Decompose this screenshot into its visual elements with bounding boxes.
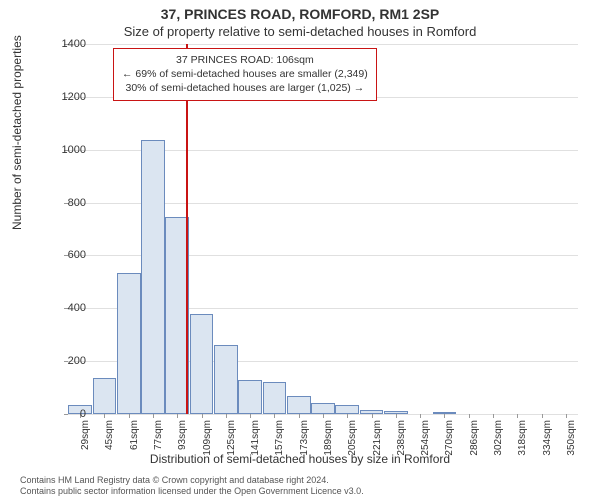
info-box: 37 PRINCES ROAD: 106sqm ← 69% of semi-de…: [113, 48, 377, 101]
info-line-1: 37 PRINCES ROAD: 106sqm: [122, 53, 368, 67]
chart-title: 37, PRINCES ROAD, ROMFORD, RM1 2SP: [0, 6, 600, 22]
histogram-bar: [190, 314, 214, 414]
x-tick-label: 77sqm: [153, 420, 164, 468]
histogram-bar: [287, 396, 311, 415]
y-tick-label: 600: [46, 249, 86, 261]
y-tick-label: 800: [46, 197, 86, 209]
x-tick-label: 157sqm: [274, 420, 285, 468]
footer-line-1: Contains HM Land Registry data © Crown c…: [20, 475, 580, 487]
x-tick-label: 221sqm: [372, 420, 383, 468]
histogram-bar: [335, 405, 359, 414]
x-tick-mark: [153, 414, 154, 418]
x-tick-label: 173sqm: [299, 420, 310, 468]
y-tick-label: 200: [46, 355, 86, 367]
y-tick-label: 1200: [46, 91, 86, 103]
x-tick-mark: [104, 414, 105, 418]
histogram-bar: [263, 382, 287, 414]
histogram-bar: [93, 378, 117, 414]
x-tick-label: 254sqm: [420, 420, 431, 468]
x-tick-mark: [129, 414, 130, 418]
footer: Contains HM Land Registry data © Crown c…: [20, 475, 580, 498]
histogram-bar: [117, 273, 141, 414]
x-tick-mark: [493, 414, 494, 418]
x-tick-mark: [542, 414, 543, 418]
x-tick-label: 93sqm: [177, 420, 188, 468]
x-tick-label: 141sqm: [250, 420, 261, 468]
x-tick-mark: [347, 414, 348, 418]
x-tick-label: 350sqm: [566, 420, 577, 468]
info-line-3: 30% of semi-detached houses are larger (…: [122, 81, 368, 95]
x-tick-label: 45sqm: [104, 420, 115, 468]
x-tick-mark: [420, 414, 421, 418]
y-tick-label: 0: [46, 408, 86, 420]
y-axis-label: Number of semi-detached properties: [10, 35, 24, 230]
x-tick-label: 286sqm: [469, 420, 480, 468]
x-tick-mark: [444, 414, 445, 418]
x-tick-mark: [274, 414, 275, 418]
y-tick-label: 400: [46, 302, 86, 314]
x-tick-mark: [226, 414, 227, 418]
x-tick-mark: [202, 414, 203, 418]
x-tick-label: 238sqm: [396, 420, 407, 468]
x-tick-mark: [372, 414, 373, 418]
x-tick-label: 205sqm: [347, 420, 358, 468]
x-tick-mark: [469, 414, 470, 418]
x-tick-mark: [250, 414, 251, 418]
x-tick-label: 61sqm: [129, 420, 140, 468]
x-tick-mark: [566, 414, 567, 418]
chart-container: 37, PRINCES ROAD, ROMFORD, RM1 2SP Size …: [0, 0, 600, 500]
gridline: [68, 44, 578, 45]
x-tick-mark: [323, 414, 324, 418]
histogram-bar: [311, 403, 335, 414]
x-tick-mark: [299, 414, 300, 418]
histogram-bar: [141, 140, 165, 414]
x-tick-label: 318sqm: [517, 420, 528, 468]
histogram-bar: [238, 380, 262, 414]
y-tick-label: 1000: [46, 144, 86, 156]
x-tick-label: 334sqm: [542, 420, 553, 468]
chart-subtitle: Size of property relative to semi-detach…: [0, 24, 600, 39]
x-tick-label: 270sqm: [444, 420, 455, 468]
histogram-bar: [214, 345, 238, 414]
info-line-2: ← 69% of semi-detached houses are smalle…: [122, 67, 368, 81]
x-tick-label: 29sqm: [80, 420, 91, 468]
x-tick-mark: [396, 414, 397, 418]
y-tick-label: 1400: [46, 38, 86, 50]
x-tick-label: 109sqm: [202, 420, 213, 468]
plot-area: 37 PRINCES ROAD: 106sqm ← 69% of semi-de…: [68, 44, 578, 415]
x-tick-label: 125sqm: [226, 420, 237, 468]
x-tick-label: 189sqm: [323, 420, 334, 468]
footer-line-2: Contains public sector information licen…: [20, 486, 580, 498]
x-tick-label: 302sqm: [493, 420, 504, 468]
x-tick-mark: [177, 414, 178, 418]
x-tick-mark: [517, 414, 518, 418]
